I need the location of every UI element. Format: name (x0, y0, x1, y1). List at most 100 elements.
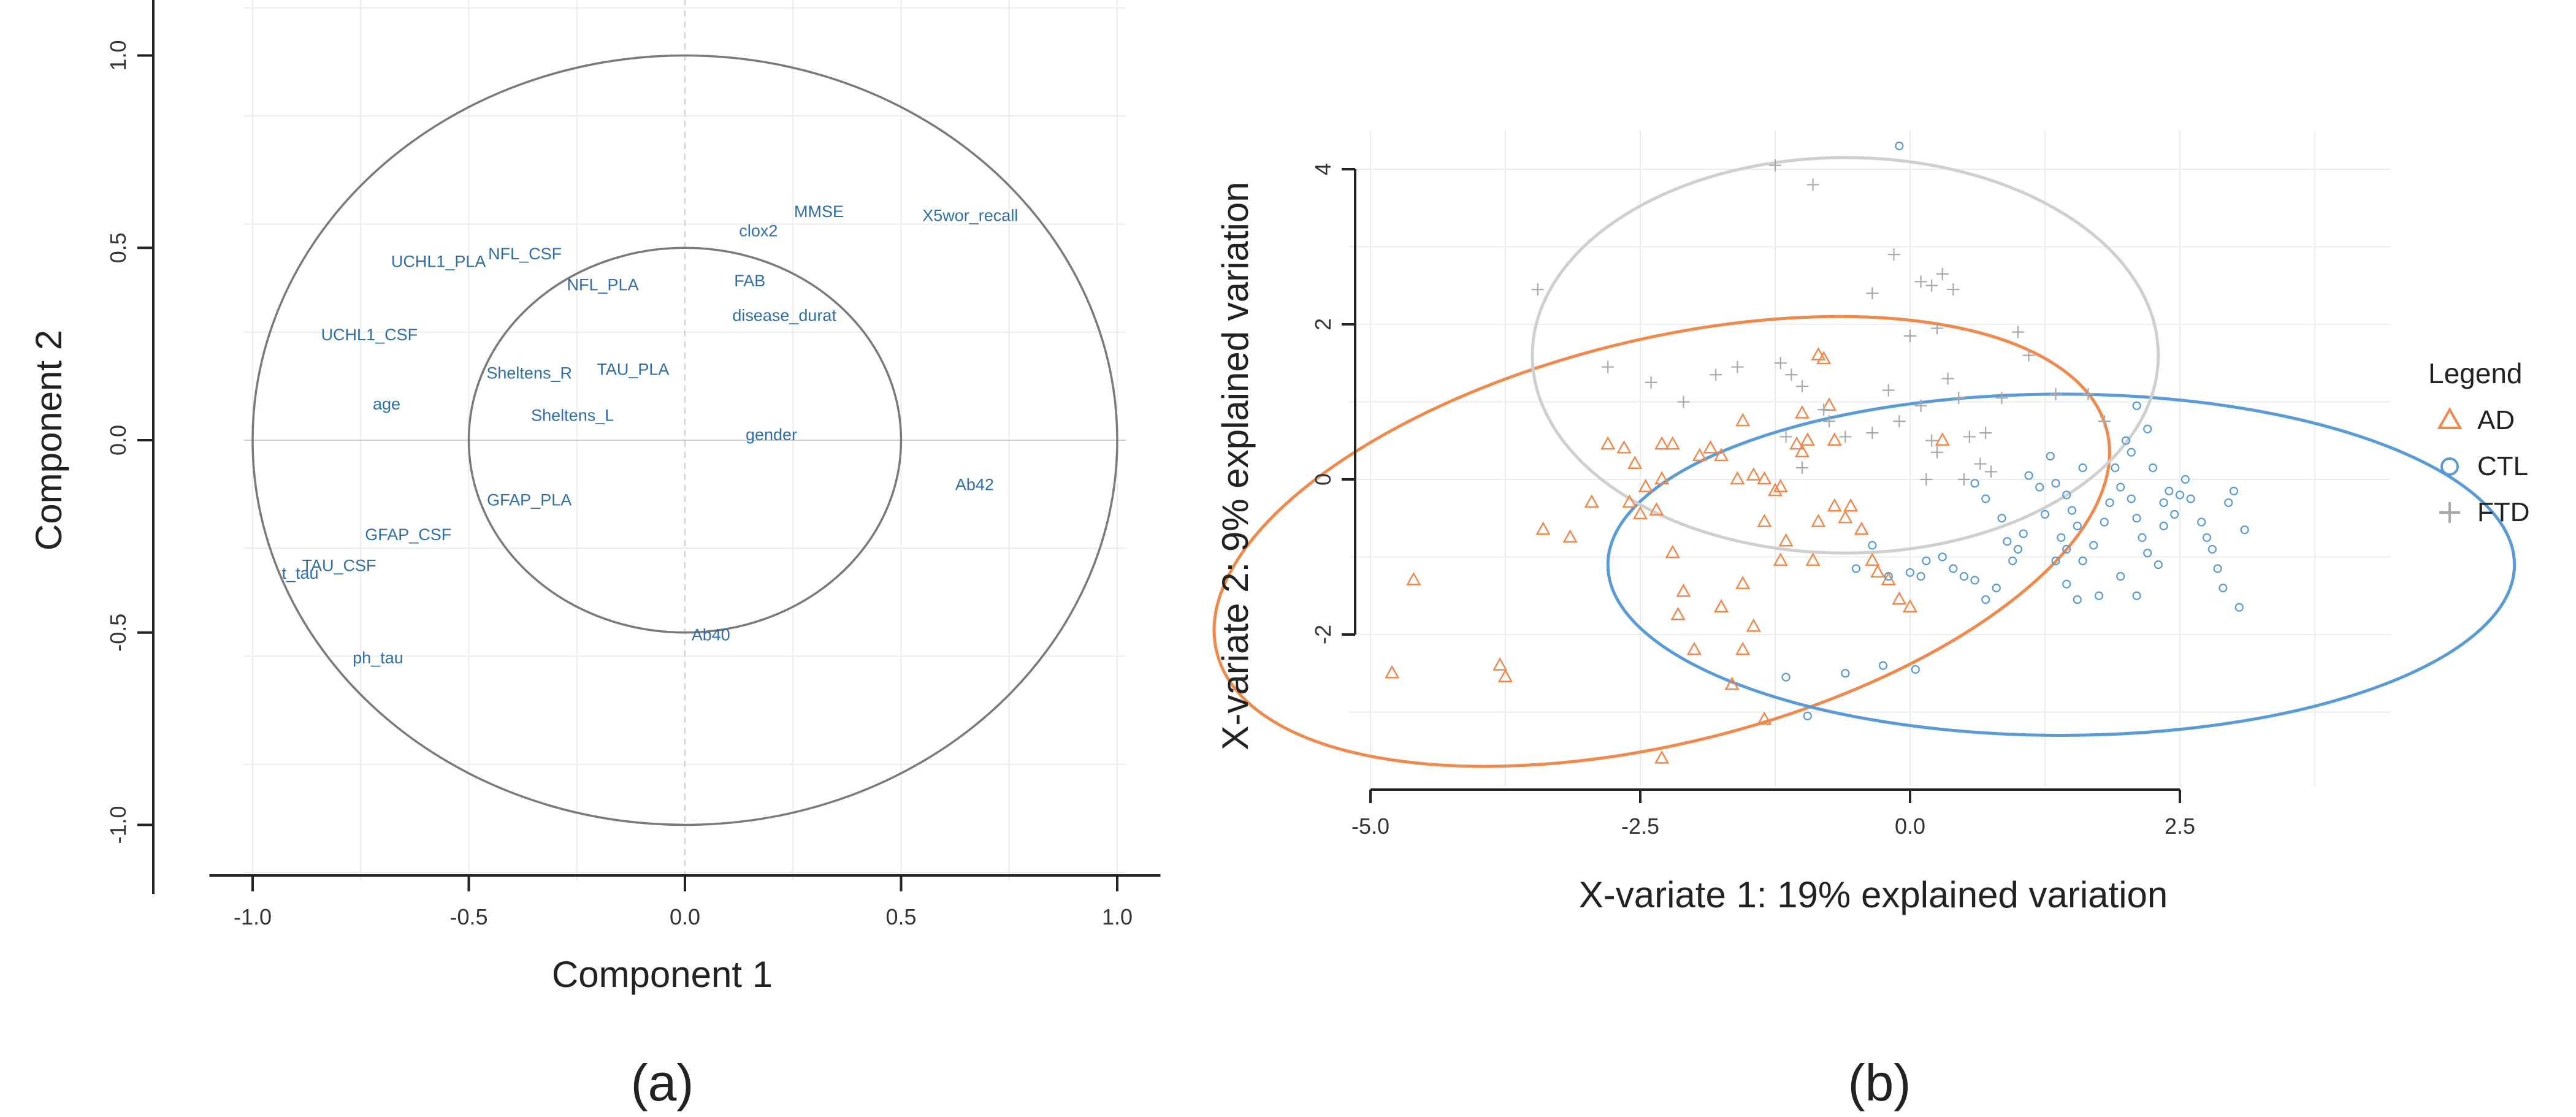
point-ctl (2051, 479, 2060, 488)
point-ctl (2105, 498, 2114, 508)
point-ctl (1803, 711, 1812, 720)
point-ctl (2138, 533, 2147, 542)
variable-label: Sheltens_R (486, 364, 572, 383)
panel-b-ylabel: X-variate 2: 9% explained variation (1215, 181, 1256, 750)
point-ctl (1895, 141, 1904, 151)
point-ctl (2040, 509, 2050, 519)
point-ad (1735, 576, 1751, 590)
x-tick-label: -2.5 (1621, 814, 1659, 839)
inner-circle (467, 246, 903, 634)
point-ctl (2143, 549, 2152, 558)
point-ftd (1893, 415, 1906, 428)
variable-label: UCHL1_CSF (321, 326, 418, 344)
point-ftd (1602, 360, 1615, 373)
ellipse-ctl (1606, 392, 2517, 737)
point-ftd (1710, 368, 1722, 381)
point-ad (1827, 432, 1842, 446)
point-ctl (2019, 529, 2028, 538)
point-ctl (2165, 486, 2174, 496)
variable-label: ph_tau (353, 649, 403, 667)
point-ftd (2082, 387, 2095, 400)
point-ftd (1731, 360, 1744, 373)
point-ftd (2012, 326, 2024, 338)
point-ctl (2057, 533, 2066, 542)
point-ftd (1817, 403, 1830, 416)
panel-b-axes: -5.0 -2.5 0.0 2.5 -2 0 2 4 (1310, 163, 2195, 839)
point-ctl (1878, 661, 1888, 670)
variable-label: X5wor_recall (922, 206, 1018, 224)
panel-b-xlabel: X-variate 1: 19% explained variation (1579, 874, 2168, 915)
point-ftd (1823, 415, 1835, 428)
point-ftd (2022, 349, 2035, 362)
y-tick-label: -1.0 (105, 806, 131, 844)
x-tick-label: 0.0 (1895, 814, 1925, 839)
variable-label: clox2 (739, 221, 778, 240)
point-ctl (2202, 533, 2212, 542)
point-ftd (1796, 380, 1808, 393)
x-tick-label: 0.5 (885, 904, 916, 929)
point-ad (1757, 514, 1772, 527)
point-ad (1385, 665, 1400, 679)
panel-b-sample-plot: -5.0 -2.5 0.0 2.5 -2 0 2 4 X-variate 1: 19% exp… (1212, 130, 2530, 1111)
point-ad (1654, 471, 1670, 485)
point-ad (1773, 479, 1788, 492)
point-ctl (1981, 494, 1990, 503)
point-ftd (1779, 430, 1792, 443)
point-ad (1692, 448, 1707, 462)
point-ad (1703, 440, 1718, 454)
point-ctl (2078, 556, 2087, 565)
point-ctl (2062, 490, 2071, 500)
point-ftd (1531, 283, 1544, 296)
variable-label: GFAP_CSF (365, 525, 451, 544)
point-ftd (1979, 427, 1992, 440)
point-ad (1773, 552, 1788, 566)
point-ctl (2121, 436, 2131, 445)
point-ad (1935, 432, 1950, 446)
point-ad (1686, 641, 1702, 655)
point-ftd (1785, 368, 1798, 381)
point-ftd (1963, 430, 1976, 443)
point-ad (1811, 347, 1826, 360)
legend-item-ftd: FTD (2439, 497, 2530, 527)
point-ftd (1925, 279, 1938, 292)
y-tick-label: 0.5 (105, 232, 131, 263)
point-ctl (1911, 665, 1920, 674)
point-ftd (1985, 465, 1997, 478)
point-ctl (2008, 556, 2017, 565)
point-ctl (2159, 521, 2168, 531)
y-tick-label: 4 (1310, 163, 1336, 175)
x-tick-label: -5.0 (1351, 814, 1389, 839)
point-ctl (2219, 583, 2228, 593)
point-ctl (2046, 451, 2055, 461)
legend-title: Legend (2428, 357, 2523, 389)
point-ad (1821, 397, 1837, 411)
point-ad (1649, 502, 1664, 516)
point-ctl (2051, 556, 2060, 565)
point-ftd (2098, 415, 2111, 428)
point-ftd (1866, 427, 1879, 440)
point-ctl (2180, 475, 2190, 484)
point-ftd (1677, 395, 1690, 408)
legend: Legend AD CTL FTD (2428, 357, 2530, 527)
y-tick-label: 2 (1310, 318, 1336, 330)
point-ad (1746, 618, 1761, 632)
panel-a-circles (251, 54, 1118, 826)
point-ctl (2229, 486, 2239, 496)
point-ctl (1916, 572, 1925, 581)
legend-label: AD (2477, 405, 2515, 435)
point-ad (1843, 498, 1859, 512)
legend-marker-circle (2440, 457, 2459, 476)
point-ftd (1887, 248, 1900, 261)
point-ctl (2175, 490, 2185, 500)
point-ctl (2159, 498, 2168, 508)
point-ad (1827, 498, 1842, 512)
point-ctl (2148, 463, 2158, 473)
point-ctl (1868, 541, 1877, 550)
x-tick-label: 1.0 (1102, 904, 1133, 929)
point-ftd (1914, 399, 1927, 412)
panel-a-grid (243, 0, 1126, 882)
panel-b-points (1385, 141, 2249, 764)
ellipse-ad (1212, 315, 2111, 768)
panel-b-label: (b) (1848, 1054, 1911, 1111)
point-ad (1757, 711, 1772, 725)
